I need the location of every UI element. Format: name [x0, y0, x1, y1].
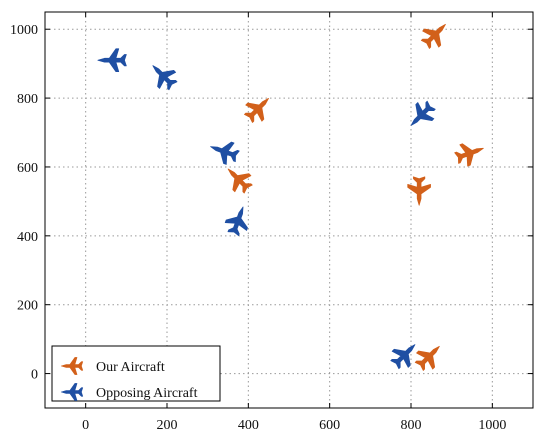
- y-tick-label: 800: [17, 92, 38, 107]
- x-tick-label: 0: [82, 418, 89, 433]
- y-tick-label: 200: [17, 299, 38, 314]
- x-tick-label: 400: [238, 418, 259, 433]
- our-aircraft-point: [244, 97, 269, 123]
- plot-area: [44, 11, 534, 409]
- our-aircraft-point: [420, 23, 446, 49]
- x-tick-label: 1000: [478, 418, 506, 433]
- x-tick-label: 600: [319, 418, 340, 433]
- y-tick-label: 1000: [10, 23, 38, 38]
- legend: Our Aircraft Opposing Aircraft: [51, 345, 221, 402]
- x-axis: 0 200 400 600 800 1000: [82, 12, 506, 433]
- our-aircraft-point: [414, 345, 440, 371]
- fighter-jet-icon: [60, 383, 84, 401]
- x-tick-label: 200: [157, 418, 178, 433]
- our-aircraft-point: [227, 168, 253, 194]
- legend-label-our-aircraft: Our Aircraft: [96, 360, 165, 375]
- legend-our-aircraft-icon: [60, 357, 84, 375]
- opposing-aircraft-point: [410, 100, 436, 126]
- y-tick-label: 600: [17, 161, 38, 176]
- our-aircraft-point: [454, 143, 484, 167]
- legend-label-opposing-aircraft: Opposing Aircraft: [96, 386, 198, 401]
- our-aircraft-point: [407, 176, 431, 206]
- opposing-aircraft-point: [210, 141, 240, 165]
- fighter-jet-icon: [60, 357, 84, 375]
- x-tick-label: 800: [401, 418, 422, 433]
- legend-opposing-aircraft-icon: [60, 383, 84, 401]
- opposing-aircraft-point: [224, 206, 248, 237]
- y-tick-label: 0: [31, 368, 38, 383]
- y-axis: 0 200 400 600 800 1000: [10, 23, 533, 383]
- aircraft-markers: [97, 23, 484, 371]
- opposing-aircraft-point: [152, 65, 178, 91]
- opposing-aircraft-point: [390, 344, 416, 370]
- opposing-aircraft-point: [97, 48, 127, 72]
- y-tick-label: 400: [17, 230, 38, 245]
